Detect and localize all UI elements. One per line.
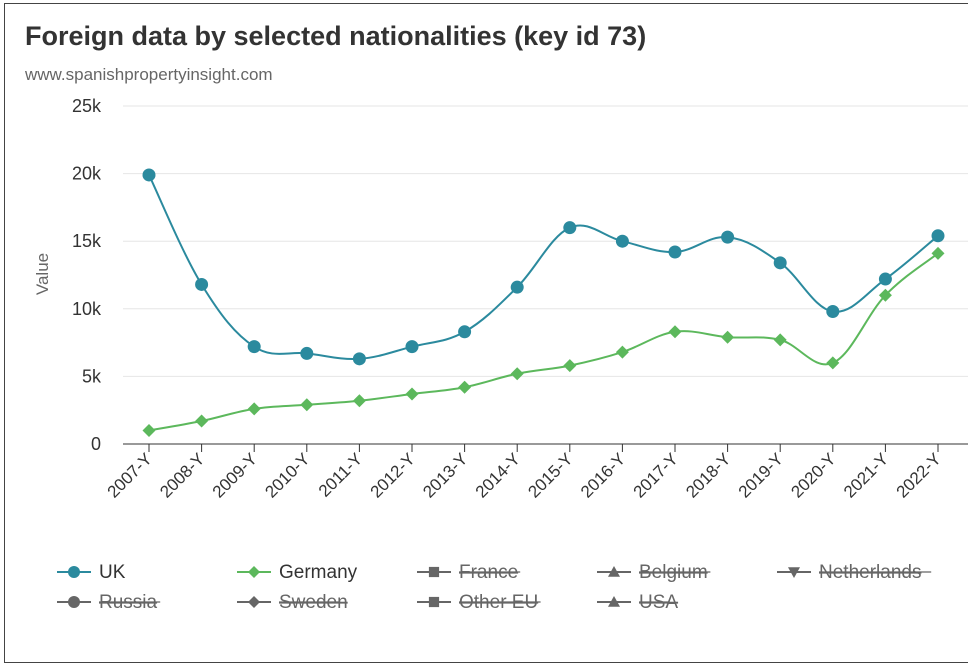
x-tick-label: 2009-Y — [209, 449, 261, 501]
data-point-germany — [510, 367, 524, 381]
legend-item-uk[interactable]: UK — [57, 562, 126, 583]
data-point-germany — [247, 402, 261, 416]
data-point-germany — [195, 414, 209, 428]
x-tick-label: 2010-Y — [261, 449, 313, 501]
legend-item-netherlands[interactable]: Netherlands — [777, 562, 932, 583]
legend-label: Germany — [279, 562, 358, 583]
legend: UK Germany France Belgium Netherlands Russia S… — [57, 562, 932, 613]
chart-title: Foreign data by selected nationalities (… — [25, 21, 646, 51]
legend-item-russia[interactable]: Russia — [57, 592, 161, 613]
legend-marker — [68, 566, 80, 578]
x-tick-label: 2022-Y — [893, 449, 945, 501]
x-tick-label: 2020-Y — [787, 449, 839, 501]
data-point-germany — [826, 356, 840, 370]
data-point-uk — [142, 168, 156, 182]
x-tick-label: 2015-Y — [524, 449, 576, 501]
x-tick-label: 2021-Y — [840, 449, 892, 501]
data-point-uk — [300, 346, 314, 360]
y-tick-label: 0 — [91, 434, 101, 454]
data-point-uk — [721, 230, 735, 244]
legend-marker — [248, 566, 260, 578]
x-tick-label: 2016-Y — [577, 449, 629, 501]
data-point-germany — [721, 330, 735, 344]
series-markers — [142, 168, 945, 437]
y-tick-labels: 0 5k 10k 15k 20k 25k — [72, 96, 102, 454]
legend-item-usa[interactable]: USA — [597, 592, 678, 613]
legend-marker — [428, 596, 440, 608]
y-tick-label: 5k — [82, 366, 102, 386]
legend-marker — [608, 566, 620, 577]
x-tick-label: 2019-Y — [735, 449, 787, 501]
series-line-germany — [148, 252, 939, 432]
x-tick-label: 2018-Y — [682, 449, 734, 501]
data-point-germany — [668, 325, 682, 339]
data-point-uk — [405, 340, 419, 354]
x-tick-label: 2017-Y — [630, 449, 682, 501]
x-tick-label: 2008-Y — [156, 449, 208, 501]
y-tick-label: 20k — [72, 164, 102, 184]
data-point-uk — [458, 325, 472, 339]
data-point-germany — [773, 333, 787, 347]
y-tick-label: 15k — [72, 231, 102, 251]
legend-marker — [68, 596, 80, 608]
legend-item-france[interactable]: France — [417, 562, 521, 583]
series-line-uk — [148, 174, 939, 361]
data-point-uk — [563, 221, 577, 235]
data-point-uk — [773, 256, 787, 270]
x-tick-label: 2007-Y — [104, 449, 156, 501]
legend-marker — [248, 596, 260, 608]
data-point-uk — [668, 245, 682, 259]
data-point-uk — [931, 229, 945, 243]
legend-label: UK — [99, 562, 126, 583]
data-point-uk — [878, 272, 892, 286]
data-point-germany — [352, 394, 366, 408]
gridlines — [123, 105, 968, 445]
chart-subtitle: www.spanishpropertyinsight.com — [24, 65, 273, 84]
data-point-germany — [878, 288, 892, 302]
legend-item-germany[interactable]: Germany — [237, 562, 358, 583]
x-tick-label: 2013-Y — [419, 449, 471, 501]
legend-item-other-eu[interactable]: Other EU — [417, 592, 541, 613]
chart-frame: Foreign data by selected nationalities (… — [4, 3, 968, 663]
x-tick-labels: 2007-Y 2008-Y 2009-Y 2010-Y 2011-Y 2012-Y 2013… — [104, 444, 945, 502]
data-point-uk — [195, 277, 209, 291]
legend-marker — [428, 566, 440, 578]
data-point-germany — [142, 423, 156, 437]
data-point-germany — [405, 387, 419, 401]
x-tick-label: 2012-Y — [367, 449, 419, 501]
legend-item-sweden[interactable]: Sweden — [237, 592, 348, 613]
y-tick-label: 25k — [72, 96, 102, 116]
y-tick-label: 10k — [72, 299, 102, 319]
data-point-uk — [247, 340, 261, 354]
data-point-uk — [826, 305, 840, 319]
legend-marker — [608, 596, 620, 607]
data-point-uk — [510, 280, 524, 294]
legend-item-belgium[interactable]: Belgium — [597, 562, 711, 583]
x-tick-label: 2014-Y — [472, 449, 524, 501]
series-lines — [148, 174, 939, 432]
data-point-uk — [615, 234, 629, 248]
data-point-germany — [563, 359, 577, 373]
data-point-germany — [615, 345, 629, 359]
data-point-germany — [458, 380, 472, 394]
legend-marker — [788, 567, 800, 578]
y-axis-label: Value — [33, 253, 52, 295]
data-point-germany — [931, 246, 945, 260]
x-tick-label: 2011-Y — [315, 449, 366, 500]
data-point-germany — [300, 398, 314, 412]
chart: Foreign data by selected nationalities (… — [24, 21, 968, 613]
data-point-uk — [352, 352, 366, 366]
